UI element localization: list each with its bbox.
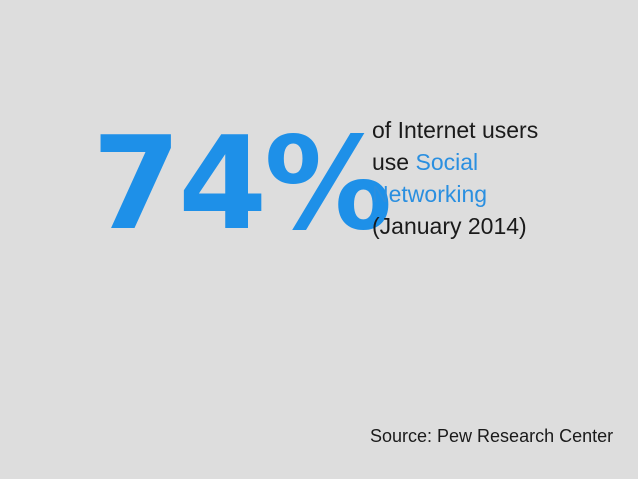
caption-accent-social: Social [415, 149, 479, 175]
stat-caption: of Internet users use Social Networking … [372, 114, 612, 242]
stat-value: 74% [92, 110, 392, 259]
caption-line-2: use Social [372, 146, 612, 178]
source-citation: Source: Pew Research Center [370, 426, 614, 446]
caption-accent-networking: Networking [372, 181, 488, 207]
caption-line-1: of Internet users [372, 117, 539, 143]
caption-line-2-prefix: use [372, 149, 416, 175]
caption-line-4: (January 2014) [372, 213, 527, 239]
